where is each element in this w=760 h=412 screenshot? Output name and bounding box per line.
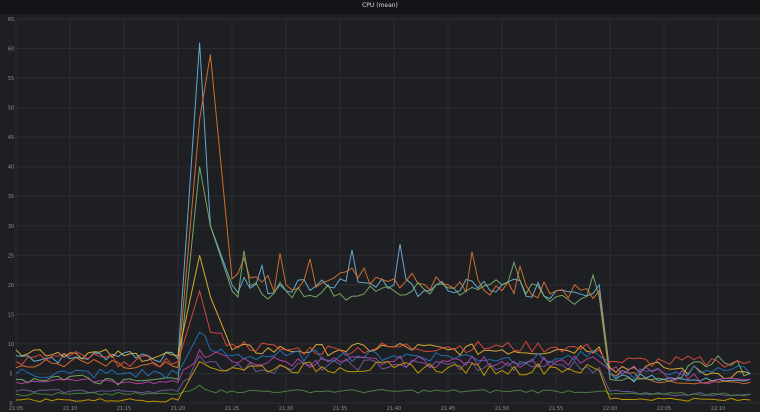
panel-title[interactable]: CPU (mean) <box>362 2 398 9</box>
x-tick-label: 21:20 <box>171 406 185 412</box>
series-line-s7[interactable] <box>15 348 751 385</box>
y-tick-label: 50 <box>8 106 14 112</box>
y-tick-label: 55 <box>8 76 14 82</box>
panel-header[interactable]: CPU (mean) <box>0 0 760 14</box>
y-tick-label: 0 <box>9 401 12 407</box>
x-tick-label: 22:00 <box>603 406 617 412</box>
y-tick-label: 40 <box>8 165 14 171</box>
series-line-s5[interactable] <box>15 288 751 368</box>
x-tick-label: 21:15 <box>117 406 131 412</box>
series-line-s8[interactable] <box>15 354 751 397</box>
series-line-s10[interactable] <box>15 360 751 403</box>
x-tick-label: 21:55 <box>549 406 563 412</box>
y-tick-label: 30 <box>8 224 14 230</box>
y-tick-label: 35 <box>8 194 14 200</box>
series-line-s2[interactable] <box>15 54 751 385</box>
series-line-s1[interactable] <box>15 42 751 383</box>
y-tick-label: 65 <box>8 17 14 23</box>
x-tick-label: 22:05 <box>657 406 671 412</box>
y-tick-label: 5 <box>9 371 12 377</box>
x-tick-label: 21:50 <box>495 406 509 412</box>
series-line-s3[interactable] <box>15 166 751 386</box>
x-tick-label: 21:10 <box>63 406 77 412</box>
x-tick-label: 22:10 <box>711 406 725 412</box>
x-tick-label: 21:05 <box>9 406 23 412</box>
y-tick-label: 15 <box>8 312 14 318</box>
x-tick-label: 21:40 <box>387 406 401 412</box>
series-line-s9[interactable] <box>15 384 751 397</box>
x-tick-label: 21:35 <box>333 406 347 412</box>
y-tick-label: 60 <box>8 47 14 53</box>
y-tick-label: 10 <box>8 342 14 348</box>
series-line-s6[interactable] <box>15 331 751 380</box>
x-tick-label: 21:45 <box>441 406 455 412</box>
y-tick-label: 25 <box>8 253 14 259</box>
y-tick-label: 20 <box>8 283 14 289</box>
x-tick-label: 21:30 <box>279 406 293 412</box>
y-tick-label: 45 <box>8 135 14 141</box>
grid: 0 5 10 15 20 25 30 35 40 45 50 55 60 65 21:05 21:10 21:1… <box>8 17 760 412</box>
x-tick-label: 21:25 <box>225 406 239 412</box>
series-lines <box>15 42 751 403</box>
